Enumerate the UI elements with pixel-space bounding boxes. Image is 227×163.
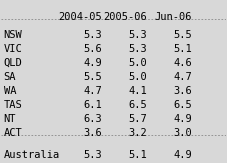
Text: 5.3: 5.3: [84, 150, 102, 160]
Text: 5.5: 5.5: [84, 72, 102, 82]
Text: 6.5: 6.5: [128, 100, 147, 110]
Text: 6.5: 6.5: [173, 100, 192, 110]
Text: NT: NT: [4, 114, 16, 124]
Text: NSW: NSW: [4, 30, 22, 40]
Text: QLD: QLD: [4, 58, 22, 68]
Text: SA: SA: [4, 72, 16, 82]
Text: 2004-05: 2004-05: [59, 12, 102, 22]
Text: 4.1: 4.1: [128, 86, 147, 96]
Text: 5.1: 5.1: [173, 44, 192, 54]
Text: 5.3: 5.3: [128, 30, 147, 40]
Text: 2005-06: 2005-06: [103, 12, 147, 22]
Text: 5.7: 5.7: [128, 114, 147, 124]
Text: WA: WA: [4, 86, 16, 96]
Text: Jun-06: Jun-06: [155, 12, 192, 22]
Text: 5.1: 5.1: [128, 150, 147, 160]
Text: Australia: Australia: [4, 150, 60, 160]
Text: 4.9: 4.9: [173, 114, 192, 124]
Text: 5.0: 5.0: [128, 58, 147, 68]
Text: 3.2: 3.2: [128, 128, 147, 138]
Text: 4.7: 4.7: [173, 72, 192, 82]
Text: TAS: TAS: [4, 100, 22, 110]
Text: 4.9: 4.9: [84, 58, 102, 68]
Text: 6.1: 6.1: [84, 100, 102, 110]
Text: 3.6: 3.6: [173, 86, 192, 96]
Text: 5.6: 5.6: [84, 44, 102, 54]
Text: 3.6: 3.6: [84, 128, 102, 138]
Text: 5.3: 5.3: [84, 30, 102, 40]
Text: 4.7: 4.7: [84, 86, 102, 96]
Text: 6.3: 6.3: [84, 114, 102, 124]
Text: 5.5: 5.5: [173, 30, 192, 40]
Text: 4.6: 4.6: [173, 58, 192, 68]
Text: 5.0: 5.0: [128, 72, 147, 82]
Text: 3.0: 3.0: [173, 128, 192, 138]
Text: VIC: VIC: [4, 44, 22, 54]
Text: 5.3: 5.3: [128, 44, 147, 54]
Text: 4.9: 4.9: [173, 150, 192, 160]
Text: ACT: ACT: [4, 128, 22, 138]
